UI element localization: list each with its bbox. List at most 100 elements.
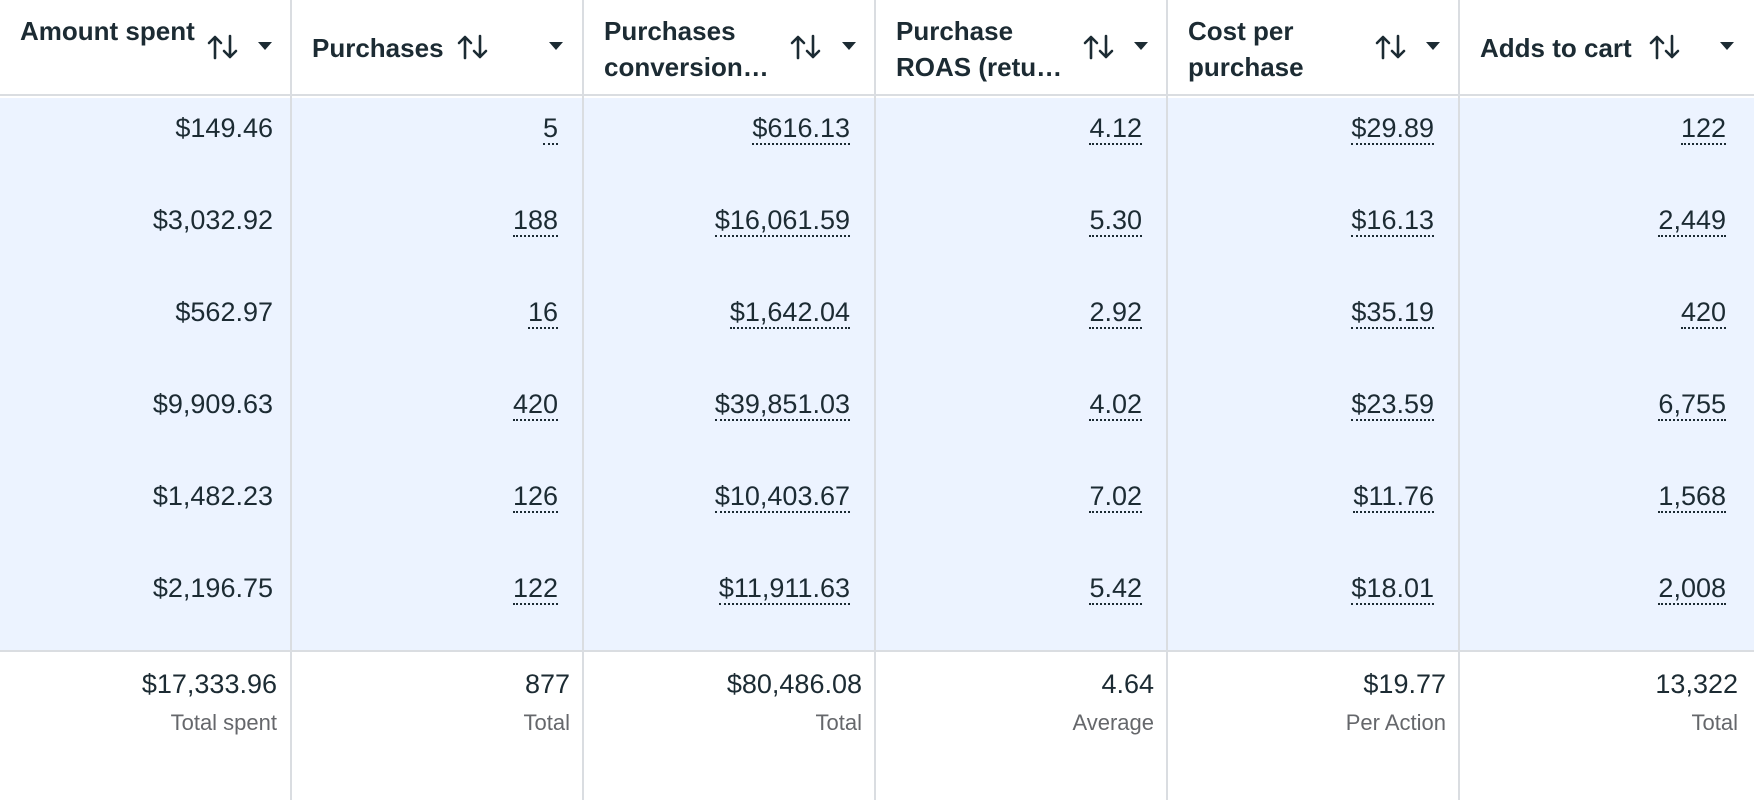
- cell-link[interactable]: 2.92: [1089, 297, 1142, 329]
- caret-down-icon[interactable]: [1134, 42, 1148, 50]
- cell-link[interactable]: 420: [1680, 297, 1726, 329]
- purchases-cell[interactable]: 188: [292, 202, 558, 242]
- table-header: Amount spent Purchases Purchases convers…: [0, 0, 1754, 96]
- column-header-adds-to-cart[interactable]: Adds to cart: [1460, 0, 1754, 96]
- purchases-cell[interactable]: 5: [292, 110, 558, 150]
- purchases-cell[interactable]: 420: [292, 386, 558, 426]
- purchases-conversion-cell[interactable]: $11,911.63: [584, 570, 850, 610]
- cost-per-purchase-cell[interactable]: $23.59: [1168, 386, 1434, 426]
- column-divider[interactable]: [1458, 0, 1460, 800]
- cell-link[interactable]: $10,403.67: [714, 481, 850, 513]
- column-header-purchases[interactable]: Purchases: [292, 0, 583, 96]
- average-purchase-roas: 4.64: [1101, 669, 1154, 699]
- adds-to-cart-cell[interactable]: 6,755: [1460, 386, 1726, 426]
- cell-link[interactable]: $616.13: [752, 113, 850, 145]
- cell-link[interactable]: 122: [1680, 113, 1726, 145]
- adds-to-cart-cell[interactable]: 1,568: [1460, 478, 1726, 518]
- purchase-roas-cell[interactable]: 5.30: [876, 202, 1142, 242]
- caret-down-icon[interactable]: [842, 42, 856, 50]
- cell-link[interactable]: 6,755: [1658, 389, 1726, 421]
- cell-link[interactable]: 4.02: [1089, 389, 1142, 421]
- cost-per-purchase-cell[interactable]: $11.76: [1168, 478, 1434, 518]
- cell-link[interactable]: $23.59: [1351, 389, 1434, 421]
- caret-down-icon[interactable]: [549, 42, 563, 50]
- table-row: $1,482.23 126 $10,403.67 7.02 $11.76 1,5…: [0, 466, 1754, 558]
- cost-per-purchase-cell[interactable]: $29.89: [1168, 110, 1434, 150]
- column-divider[interactable]: [582, 0, 584, 800]
- cell-link[interactable]: 2,449: [1658, 205, 1726, 237]
- table-body: $149.46 5 $616.13 4.12 $29.89 122 $3,032…: [0, 98, 1754, 650]
- cell-link[interactable]: 7.02: [1089, 481, 1142, 513]
- column-divider[interactable]: [290, 0, 292, 800]
- purchase-roas-cell[interactable]: 5.42: [876, 570, 1142, 610]
- purchase-roas-cell[interactable]: 7.02: [876, 478, 1142, 518]
- column-divider[interactable]: [1166, 0, 1168, 800]
- purchases-conversion-cell[interactable]: $1,642.04: [584, 294, 850, 334]
- cell-link[interactable]: 16: [527, 297, 558, 329]
- adds-to-cart-cell[interactable]: 2,449: [1460, 202, 1726, 242]
- cell-link[interactable]: 5.42: [1089, 573, 1142, 605]
- purchases-conversion-cell[interactable]: $10,403.67: [584, 478, 850, 518]
- cell-link[interactable]: $18.01: [1351, 573, 1434, 605]
- caret-down-icon[interactable]: [1426, 42, 1440, 50]
- column-header-cost-per-purchase[interactable]: Cost per purchase: [1168, 0, 1459, 96]
- total-purchases: 877: [524, 669, 570, 699]
- cell-link[interactable]: 122: [512, 573, 558, 605]
- cost-per-purchase-per-action: $19.77: [1363, 669, 1446, 699]
- sort-arrows-icon[interactable]: [206, 32, 240, 62]
- cell-link[interactable]: $35.19: [1351, 297, 1434, 329]
- adds-to-cart-cell[interactable]: 420: [1460, 294, 1726, 334]
- column-header-purchases-conversion[interactable]: Purchases conversion…: [584, 0, 875, 96]
- cell-link[interactable]: 420: [512, 389, 558, 421]
- caret-down-icon[interactable]: [258, 42, 272, 50]
- cell-link[interactable]: 5: [542, 113, 558, 145]
- column-label: Amount spent: [20, 16, 195, 46]
- cell-link[interactable]: 4.12: [1089, 113, 1142, 145]
- amount-spent-cell: $562.97: [0, 294, 273, 334]
- purchases-conversion-cell[interactable]: $616.13: [584, 110, 850, 150]
- cell-link[interactable]: 188: [512, 205, 558, 237]
- caret-down-icon[interactable]: [1720, 42, 1734, 50]
- cost-per-purchase-cell[interactable]: $16.13: [1168, 202, 1434, 242]
- table-row: $9,909.63 420 $39,851.03 4.02 $23.59 6,7…: [0, 374, 1754, 466]
- cell-link[interactable]: $11.76: [1353, 481, 1434, 513]
- column-label: Adds to cart: [1480, 33, 1632, 63]
- amount-spent-cell: $149.46: [0, 110, 273, 150]
- cell-link[interactable]: $16.13: [1351, 205, 1434, 237]
- sort-arrows-icon[interactable]: [1374, 32, 1408, 62]
- purchases-conversion-cell[interactable]: $16,061.59: [584, 202, 850, 242]
- cell-link[interactable]: $1,642.04: [729, 297, 850, 329]
- sort-arrows-icon[interactable]: [456, 32, 490, 62]
- cell-link[interactable]: 1,568: [1658, 481, 1726, 513]
- cost-per-purchase-cell[interactable]: $18.01: [1168, 570, 1434, 610]
- purchase-roas-cell[interactable]: 4.12: [876, 110, 1142, 150]
- cell-link[interactable]: $39,851.03: [714, 389, 850, 421]
- total-amount-spent: $17,333.96: [141, 669, 277, 699]
- purchases-conversion-cell[interactable]: $39,851.03: [584, 386, 850, 426]
- cell-link[interactable]: $29.89: [1351, 113, 1434, 145]
- column-header-amount-spent[interactable]: Amount spent: [0, 0, 291, 96]
- total-label: Average: [1072, 710, 1154, 735]
- column-divider[interactable]: [874, 0, 876, 800]
- adds-to-cart-cell[interactable]: 2,008: [1460, 570, 1726, 610]
- column-header-purchase-roas[interactable]: Purchase ROAS (retu…: [876, 0, 1167, 96]
- purchases-cell[interactable]: 126: [292, 478, 558, 518]
- purchase-roas-cell[interactable]: 2.92: [876, 294, 1142, 334]
- purchases-cell[interactable]: 16: [292, 294, 558, 334]
- adds-to-cart-cell[interactable]: 122: [1460, 110, 1726, 150]
- cell-link[interactable]: 2,008: [1658, 573, 1726, 605]
- cell-link[interactable]: 5.30: [1089, 205, 1142, 237]
- sort-arrows-icon[interactable]: [1082, 32, 1116, 62]
- cost-per-purchase-cell[interactable]: $35.19: [1168, 294, 1434, 334]
- column-label: Cost per purchase: [1188, 16, 1304, 82]
- purchases-cell[interactable]: 122: [292, 570, 558, 610]
- sort-arrows-icon[interactable]: [1648, 32, 1682, 62]
- purchase-roas-cell[interactable]: 4.02: [876, 386, 1142, 426]
- cell-link[interactable]: $11,911.63: [718, 573, 850, 605]
- cell-link[interactable]: $16,061.59: [714, 205, 850, 237]
- table-row: $3,032.92 188 $16,061.59 5.30 $16.13 2,4…: [0, 190, 1754, 282]
- sort-arrows-icon[interactable]: [789, 32, 823, 62]
- total-label: Total spent: [170, 710, 277, 735]
- table-totals-row: $17,333.96 Total spent 877 Total $80,486…: [0, 650, 1754, 800]
- cell-link[interactable]: 126: [512, 481, 558, 513]
